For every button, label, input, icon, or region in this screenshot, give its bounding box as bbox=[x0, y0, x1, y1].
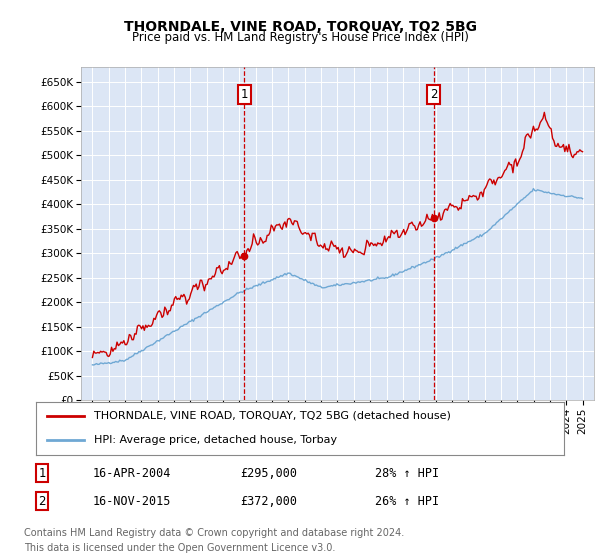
Text: 1: 1 bbox=[38, 466, 46, 480]
Text: 2: 2 bbox=[38, 494, 46, 508]
Text: 16-APR-2004: 16-APR-2004 bbox=[93, 466, 172, 480]
Text: HPI: Average price, detached house, Torbay: HPI: Average price, detached house, Torb… bbox=[94, 435, 337, 445]
Text: This data is licensed under the Open Government Licence v3.0.: This data is licensed under the Open Gov… bbox=[24, 543, 335, 553]
Text: £372,000: £372,000 bbox=[240, 494, 297, 508]
Text: 26% ↑ HPI: 26% ↑ HPI bbox=[375, 494, 439, 508]
Text: 2: 2 bbox=[430, 88, 437, 101]
Text: THORNDALE, VINE ROAD, TORQUAY, TQ2 5BG (detached house): THORNDALE, VINE ROAD, TORQUAY, TQ2 5BG (… bbox=[94, 411, 451, 421]
Text: THORNDALE, VINE ROAD, TORQUAY, TQ2 5BG: THORNDALE, VINE ROAD, TORQUAY, TQ2 5BG bbox=[124, 20, 476, 34]
Text: Contains HM Land Registry data © Crown copyright and database right 2024.: Contains HM Land Registry data © Crown c… bbox=[24, 528, 404, 538]
Text: Price paid vs. HM Land Registry's House Price Index (HPI): Price paid vs. HM Land Registry's House … bbox=[131, 31, 469, 44]
Text: £295,000: £295,000 bbox=[240, 466, 297, 480]
Text: 28% ↑ HPI: 28% ↑ HPI bbox=[375, 466, 439, 480]
Text: 1: 1 bbox=[241, 88, 248, 101]
Text: 16-NOV-2015: 16-NOV-2015 bbox=[93, 494, 172, 508]
